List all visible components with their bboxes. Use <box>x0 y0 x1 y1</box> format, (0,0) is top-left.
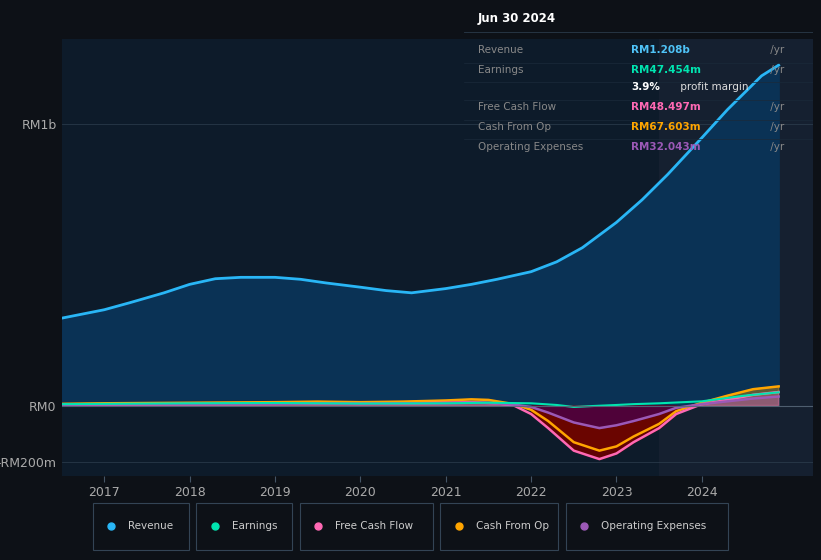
FancyBboxPatch shape <box>566 503 728 550</box>
Text: Earnings: Earnings <box>232 521 277 531</box>
FancyBboxPatch shape <box>440 503 558 550</box>
Text: Operating Expenses: Operating Expenses <box>601 521 706 531</box>
Text: Revenue: Revenue <box>128 521 173 531</box>
Text: /yr: /yr <box>768 45 785 55</box>
Text: /yr: /yr <box>768 102 785 112</box>
Bar <box>659 39 813 476</box>
Text: Jun 30 2024: Jun 30 2024 <box>478 12 556 25</box>
Text: Revenue: Revenue <box>478 45 523 55</box>
Text: Free Cash Flow: Free Cash Flow <box>335 521 413 531</box>
Text: Operating Expenses: Operating Expenses <box>478 142 583 152</box>
FancyBboxPatch shape <box>300 503 433 550</box>
FancyBboxPatch shape <box>93 503 189 550</box>
Text: profit margin: profit margin <box>677 82 748 92</box>
FancyBboxPatch shape <box>196 503 292 550</box>
Text: /yr: /yr <box>768 122 785 132</box>
Text: Earnings: Earnings <box>478 65 523 75</box>
Text: RM1.208b: RM1.208b <box>631 45 690 55</box>
Text: RM47.454m: RM47.454m <box>631 65 701 75</box>
Text: Cash From Op: Cash From Op <box>475 521 548 531</box>
Text: Cash From Op: Cash From Op <box>478 122 551 132</box>
Text: /yr: /yr <box>768 142 785 152</box>
Text: RM67.603m: RM67.603m <box>631 122 701 132</box>
Text: RM32.043m: RM32.043m <box>631 142 701 152</box>
Text: RM48.497m: RM48.497m <box>631 102 701 112</box>
Text: Free Cash Flow: Free Cash Flow <box>478 102 556 112</box>
Text: 3.9%: 3.9% <box>631 82 660 92</box>
Text: /yr: /yr <box>768 65 785 75</box>
